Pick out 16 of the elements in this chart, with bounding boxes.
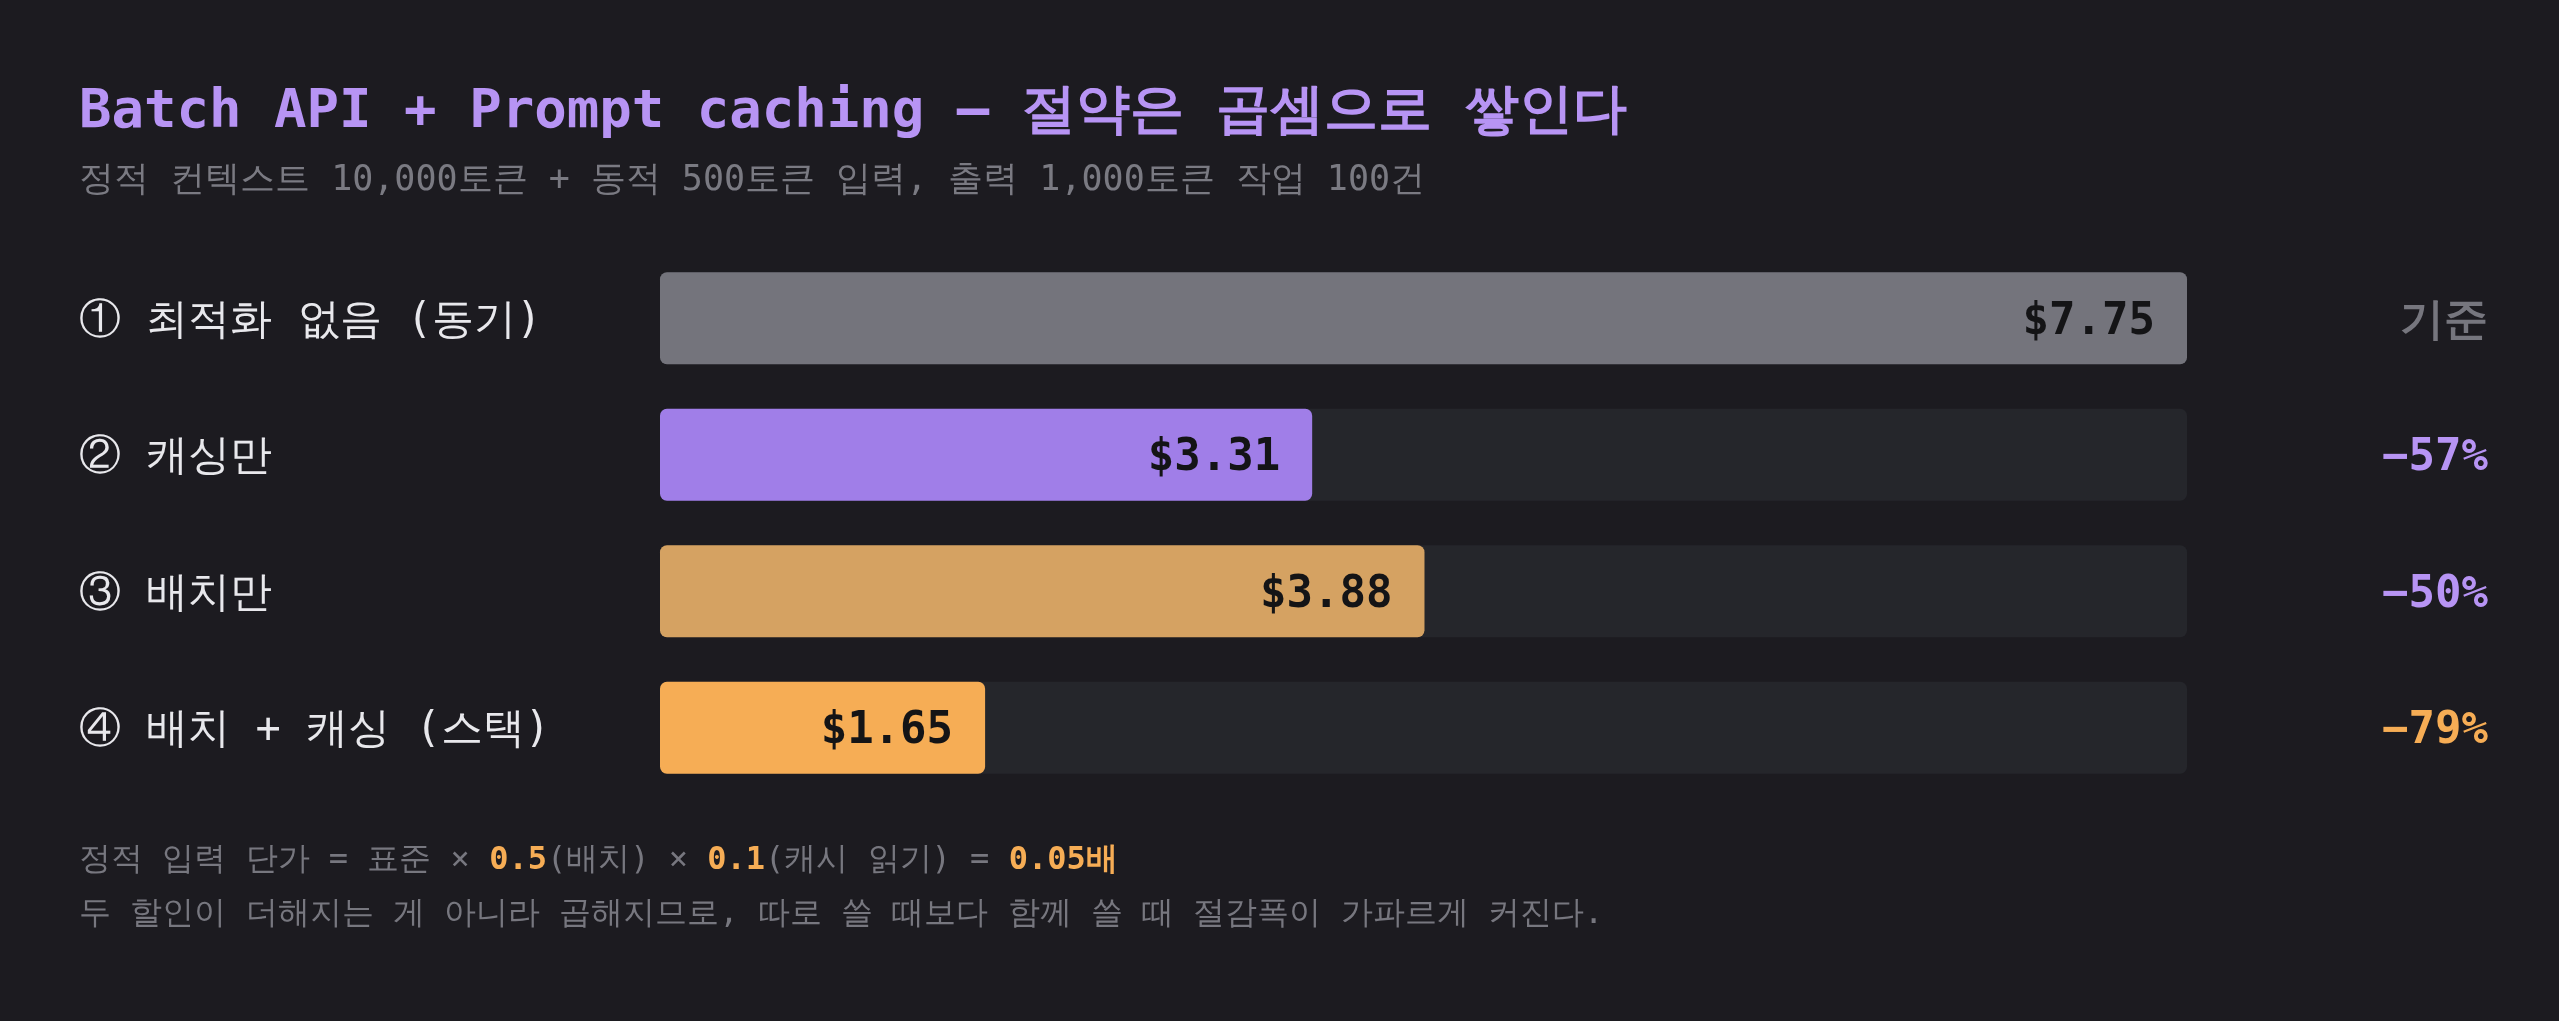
y-tick-label: ① 최적화 없음 (동기) (79, 293, 542, 343)
data-label: $3.88 (1260, 565, 1393, 617)
text: 정적 입력 단가 = 표준 × 0.5(배치) × 0.1(캐시 읽기) = 0.05배 (79, 839, 1118, 877)
y-tick-label: ② 캐싱만 (79, 430, 273, 480)
y-tick-label: ③ 배치만 (79, 566, 273, 616)
text: 기준 (2400, 292, 2488, 344)
text: −79% (2382, 702, 2489, 754)
text: 두 할인이 더해지는 게 아니라 곱해지므로, 따로 쓸 때보다 함께 쓸 때 절감폭이 가파르게 커진다. (79, 893, 1604, 931)
data-label: $1.65 (820, 702, 954, 754)
text: −50% (2382, 565, 2489, 617)
y-tick-label: ④ 배치 + 캐싱 (스택) (79, 703, 551, 753)
chart-title: Batch API + Prompt caching — 절약은 곱셈으로 쌓인다 (79, 76, 1627, 140)
chart-subtitle: 정적 컨텍스트 10,000토큰 + 동적 500토큰 입력, 출력 1,000토큰 작업 100건 (79, 158, 1426, 198)
data-label: $3.31 (1147, 429, 1281, 481)
text: −57% (2382, 429, 2489, 481)
data-label: $7.75 (2022, 292, 2155, 344)
